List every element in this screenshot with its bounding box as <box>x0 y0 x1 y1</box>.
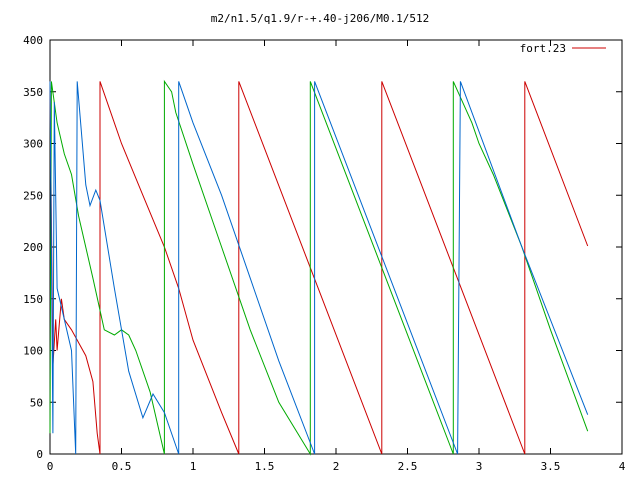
y-tick-label: 250 <box>23 189 43 202</box>
x-tick-label: 0.5 <box>112 460 132 473</box>
x-tick-label: 0 <box>47 460 54 473</box>
chart-title: m2/n1.5/q1.9/r-+.40-j206/M0.1/512 <box>211 12 430 25</box>
series-line-2 <box>49 79 589 456</box>
y-tick-label: 300 <box>23 138 43 151</box>
y-tick-label: 150 <box>23 293 43 306</box>
x-tick-label: 4 <box>619 460 626 473</box>
series-line-3 <box>49 81 589 455</box>
plot-frame <box>49 39 623 455</box>
y-tick-label: 100 <box>23 345 43 358</box>
x-tick-label: 1.5 <box>255 460 275 473</box>
y-tick-label: 400 <box>23 34 43 47</box>
series-layer <box>49 79 589 456</box>
x-tick-label: 3.5 <box>541 460 561 473</box>
x-tick-label: 3 <box>476 460 483 473</box>
x-tick-label: 1 <box>190 460 197 473</box>
series-line-1 <box>49 81 589 455</box>
legend-label: fort.23 <box>520 42 566 55</box>
y-tick-label: 350 <box>23 86 43 99</box>
legend: fort.23 <box>520 42 606 55</box>
y-tick-label: 200 <box>23 241 43 254</box>
x-tick-label: 2 <box>333 460 340 473</box>
y-tick-label: 0 <box>36 448 43 461</box>
x-tick-label: 2.5 <box>398 460 418 473</box>
y-tick-label: 50 <box>30 396 43 409</box>
axes: 0 0.5 1 1.5 2 2.5 3 3.5 4 0 50 100 150 200 250 300 350 40… <box>23 34 626 473</box>
